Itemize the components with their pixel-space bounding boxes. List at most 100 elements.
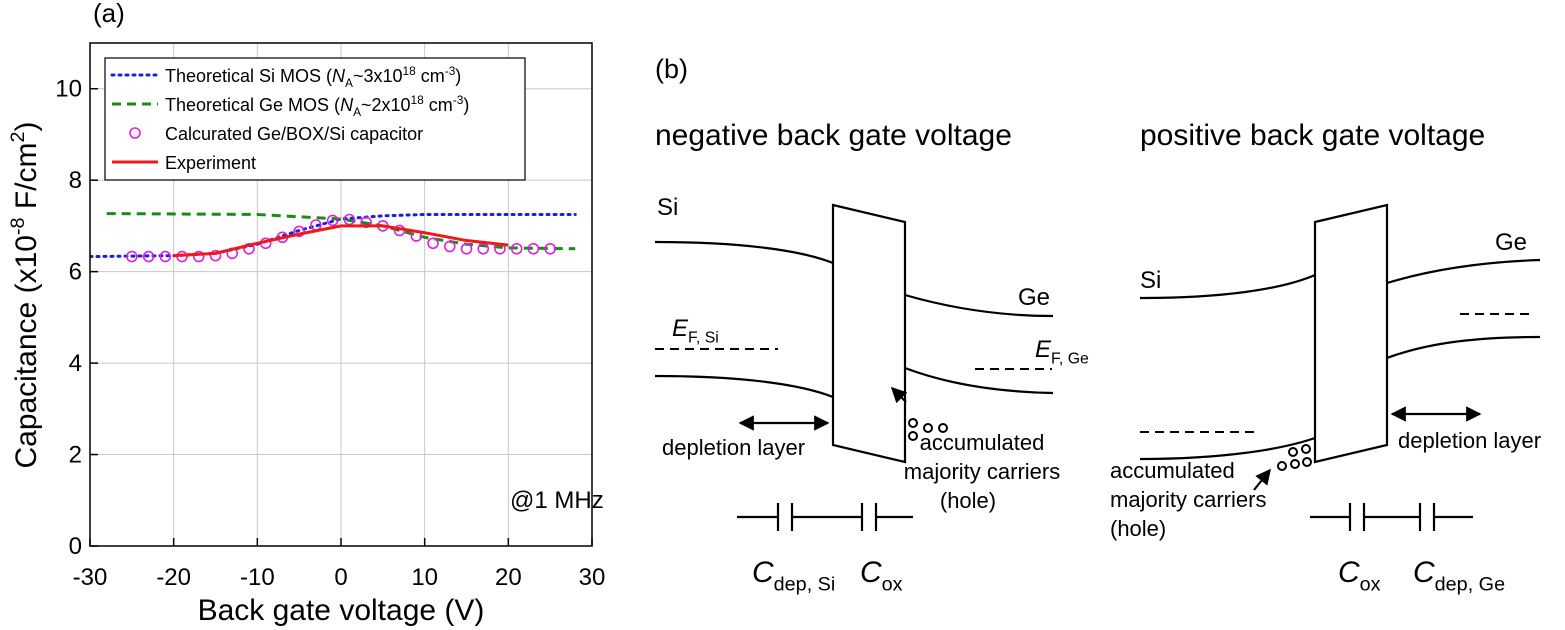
label-carriers: (hole) bbox=[940, 488, 996, 513]
text-part: , Ge bbox=[1468, 573, 1505, 595]
legend-box bbox=[104, 57, 526, 181]
text-part: -3 bbox=[445, 64, 456, 78]
text-part: cm bbox=[416, 66, 445, 86]
chart-a: (a) @1 MHz Back gate voltage (V) Capacit… bbox=[7, 0, 605, 627]
text-part: C bbox=[752, 556, 774, 589]
text-part: ox bbox=[882, 573, 903, 595]
text-part: Theoretical Si MOS ( bbox=[165, 66, 332, 86]
y-tick-label: 10 bbox=[55, 76, 82, 103]
band bbox=[904, 366, 1054, 395]
text-part: -3 bbox=[453, 93, 464, 107]
band-diagram-negative: Si Ge EF, Si EF, Ge depletion layer accu… bbox=[654, 194, 1089, 595]
text-part: E bbox=[1035, 336, 1052, 363]
text-part: ox bbox=[1360, 573, 1381, 595]
text-part: Experiment bbox=[165, 153, 256, 173]
text-part: , Si bbox=[807, 573, 836, 595]
text-part: A bbox=[345, 76, 353, 90]
label-cox: Cox bbox=[1338, 556, 1381, 595]
text-part: ) bbox=[455, 66, 461, 86]
text-part: F, Si bbox=[688, 330, 719, 347]
text-part: Capacitance (x10 bbox=[10, 235, 43, 468]
annotation: @1 MHz bbox=[510, 487, 604, 514]
series-line bbox=[106, 212, 576, 251]
text-part: Calcurated Ge/BOX/Si capacitor bbox=[165, 124, 423, 144]
x-tick-label: -10 bbox=[240, 564, 275, 591]
circuit bbox=[737, 503, 913, 531]
text-part: cm bbox=[424, 95, 453, 115]
label-carriers: majority carriers bbox=[904, 459, 1060, 484]
data-point bbox=[510, 242, 523, 255]
data-point bbox=[159, 250, 172, 263]
oxide bbox=[831, 203, 907, 464]
data-point bbox=[527, 242, 540, 255]
text-part: F, Ge bbox=[1051, 351, 1089, 368]
holes bbox=[908, 418, 948, 441]
text-part: E bbox=[672, 315, 689, 342]
data-point bbox=[192, 250, 205, 263]
text-part: dep bbox=[1435, 573, 1468, 595]
data-point bbox=[142, 250, 155, 263]
label-cdep: Cdep, Ge bbox=[1413, 556, 1505, 595]
data-point bbox=[443, 240, 456, 253]
data-point bbox=[460, 242, 473, 255]
text-part: ~2x10 bbox=[361, 95, 411, 115]
y-tick-label: 8 bbox=[69, 167, 82, 194]
label-si: Si bbox=[1140, 267, 1161, 294]
band bbox=[1386, 335, 1541, 360]
label-ge: Ge bbox=[1018, 284, 1050, 311]
text-part: C bbox=[860, 556, 882, 589]
text-part: 18 bbox=[403, 64, 417, 78]
text-part: -8 bbox=[7, 217, 29, 235]
text-part: ~3x10 bbox=[353, 66, 403, 86]
text-part: 2 bbox=[7, 131, 29, 142]
label-cox: Cox bbox=[860, 556, 903, 595]
band-diagram-positive: Si Ge depletion layer accumulated majori… bbox=[1110, 203, 1541, 595]
text-part: C bbox=[1338, 556, 1360, 589]
legend-marker bbox=[129, 127, 141, 139]
y-tick-label: 6 bbox=[69, 259, 82, 286]
plot-frame bbox=[89, 42, 593, 547]
y-tick-label: 4 bbox=[69, 350, 82, 377]
legend-label: Theoretical Ge MOS (NA~2x1018 cm-3) bbox=[165, 93, 469, 119]
panel-label: (b) bbox=[655, 54, 688, 84]
data-point bbox=[326, 214, 339, 227]
x-tick-label: 30 bbox=[579, 564, 606, 591]
label-carriers: (hole) bbox=[1110, 516, 1166, 541]
label-cdep: Cdep, Si bbox=[752, 556, 835, 595]
label-carriers: majority carriers bbox=[1110, 487, 1266, 512]
circuit bbox=[1310, 503, 1473, 531]
arrow bbox=[1253, 468, 1271, 491]
legend-label: Calcurated Ge/BOX/Si capacitor bbox=[165, 124, 423, 144]
band bbox=[1139, 436, 1316, 461]
text-part: C bbox=[1413, 556, 1435, 589]
x-tick-label: 10 bbox=[411, 564, 438, 591]
diagram-title: negative back gate voltage bbox=[655, 119, 1012, 152]
x-tick-label: -20 bbox=[156, 564, 191, 591]
data-point bbox=[427, 237, 439, 250]
text-part: dep bbox=[774, 573, 807, 595]
data-point bbox=[126, 250, 138, 263]
label-depletion: depletion layer bbox=[1398, 428, 1541, 453]
y-tick-label: 2 bbox=[69, 442, 82, 469]
label-carriers: accumulated bbox=[1110, 458, 1235, 483]
band bbox=[1139, 273, 1316, 300]
x-tick-label: 20 bbox=[495, 564, 522, 591]
arrow bbox=[890, 386, 908, 404]
x-tick-label: 0 bbox=[334, 564, 347, 591]
text-part: Theoretical Ge MOS ( bbox=[165, 95, 340, 115]
plot-area bbox=[90, 212, 577, 263]
y-tick-label: 0 bbox=[69, 533, 82, 560]
oxide bbox=[1313, 203, 1389, 464]
band bbox=[654, 240, 834, 265]
band bbox=[654, 374, 834, 399]
legend: Theoretical Si MOS (NA~3x1018 cm-3)Theor… bbox=[104, 57, 526, 181]
data-point bbox=[293, 225, 305, 238]
data-point bbox=[209, 249, 222, 262]
label-ge: Ge bbox=[1495, 229, 1527, 256]
band bbox=[904, 293, 1054, 318]
text-part: N bbox=[332, 66, 346, 86]
holes bbox=[1277, 444, 1312, 471]
label-depletion: depletion layer bbox=[662, 435, 805, 460]
band bbox=[1386, 258, 1541, 285]
